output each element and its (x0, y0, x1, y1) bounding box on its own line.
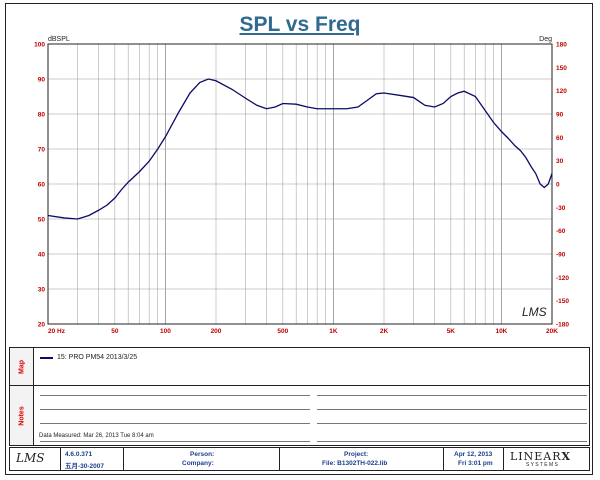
lms-logo: LMS (16, 451, 45, 465)
x-tick-label: 100 (160, 328, 171, 335)
x-tick-label: 2K (380, 328, 389, 335)
notes-label: Notes (18, 405, 25, 426)
y-axis-left-label: dBSPL (48, 36, 70, 43)
version-date-text: 五月-30-2007 (65, 463, 105, 470)
y-tick-label-left: 80 (38, 112, 46, 119)
footer-version-cell: 4.6.0.371 五月-30-2007 (61, 448, 124, 470)
y-tick-label-left: 20 (38, 322, 46, 329)
note-line[interactable] (40, 423, 310, 424)
y-tick-label-right: 0 (556, 182, 560, 189)
y-tick-label-right: -150 (556, 298, 569, 305)
data-measured-text: Data Measured: Mar 26, 2013 Tue 8:04 am (39, 433, 154, 439)
y-tick-label-right: -120 (556, 275, 569, 282)
footer-logo-cell: LMS (10, 448, 61, 470)
legend-swatch (40, 356, 53, 359)
report-frame (5, 3, 593, 475)
tick-labels: 100 90 80 70 60 50 40 30 20 180 150 120 90 60 30 0 -30 -6… (34, 42, 569, 336)
map-label: Map (18, 359, 25, 374)
date-text: Apr 12, 2013 (454, 451, 493, 458)
company-label: Company: (182, 460, 214, 467)
note-line[interactable] (317, 409, 587, 410)
chart-title: SPL vs Freq (239, 13, 361, 36)
footer-person-cell: Person: Company: (124, 448, 280, 470)
grid (47, 43, 553, 325)
x-tick-label: 200 (211, 328, 222, 335)
file-label: File: B1302TH-022.lib (322, 460, 388, 467)
y-tick-label-right: 30 (556, 158, 564, 165)
y-tick-label-right: 90 (556, 112, 564, 119)
brand-subtext: S Y S T E M S (526, 462, 558, 468)
y-tick-label-right: 180 (556, 42, 567, 49)
note-line[interactable] (317, 423, 587, 424)
legend-entry-label: 15: PRO PM54 2013/3/25 (57, 354, 138, 361)
y-axis-right-label: Deg (539, 36, 552, 43)
x-tick-label: 50 (111, 328, 119, 335)
x-tick-label: 1K (329, 328, 338, 335)
note-line[interactable] (317, 395, 587, 396)
spl-chart: dBSPL Deg 100 90 80 70 60 50 40 30 20 180 150 120 90… (34, 36, 569, 336)
y-tick-label-right: 120 (556, 88, 567, 95)
x-tick-label: 10K (495, 328, 507, 335)
y-tick-label-left: 60 (38, 182, 46, 189)
footer-bar: LMS 4.6.0.371 五月-30-2007 Person: Company… (9, 447, 590, 471)
y-tick-label-left: 30 (38, 287, 46, 294)
y-tick-label-right: -60 (556, 228, 566, 235)
footer-date-cell: Apr 12, 2013 Fri 3:01 pm (444, 448, 504, 470)
y-tick-label-right: -180 (556, 322, 569, 329)
map-section: Map 15: PRO PM54 2013/3/25 (10, 348, 589, 386)
map-label-box: Map (10, 348, 34, 385)
note-line[interactable] (40, 441, 310, 442)
x-tick-label: 5K (447, 328, 456, 335)
project-label: Project: (344, 451, 369, 458)
y-tick-label-left: 70 (38, 147, 46, 154)
brand-text: LINEAR (510, 450, 562, 463)
y-tick-label-left: 90 (38, 77, 46, 84)
person-label: Person: (190, 451, 215, 458)
note-line[interactable] (317, 441, 587, 442)
footer-project-cell: Project: File: B1302TH-022.lib (280, 448, 444, 470)
legend-entry[interactable]: 15: PRO PM54 2013/3/25 (40, 354, 137, 361)
y-tick-label-right: 150 (556, 65, 567, 72)
y-tick-label-left: 40 (38, 252, 46, 259)
notes-section: Notes Data Measured: Mar 26, 2013 Tue 8:… (10, 386, 589, 445)
y-tick-label-left: 50 (38, 217, 46, 224)
version-text: 4.6.0.371 (65, 451, 93, 458)
y-tick-label-right: 60 (556, 135, 564, 142)
plot-frame (47, 43, 553, 325)
y-tick-label-right: -90 (556, 252, 566, 259)
note-line[interactable] (40, 395, 310, 396)
info-panel: Map 15: PRO PM54 2013/3/25 Notes Data Me… (9, 347, 590, 446)
x-tick-label: 20K (546, 328, 558, 335)
y-tick-label-right: -30 (556, 205, 566, 212)
x-tick-label: 500 (277, 328, 288, 335)
brand-x: X (561, 450, 572, 463)
lms-watermark: LMS (522, 305, 547, 319)
x-tick-label: 20 Hz (48, 328, 66, 335)
time-text: Fri 3:01 pm (458, 460, 493, 467)
linearx-logo: LINEARX S Y S T E M S (510, 450, 588, 470)
note-line[interactable] (40, 409, 310, 410)
spl-curve-series (47, 78, 553, 220)
notes-label-box: Notes (10, 386, 34, 445)
y-tick-label-left: 100 (34, 42, 45, 49)
